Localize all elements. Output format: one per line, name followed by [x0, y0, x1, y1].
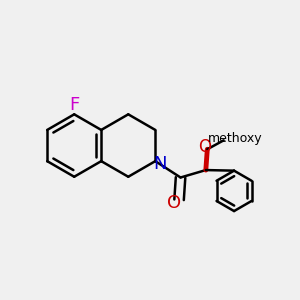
Text: N: N: [153, 155, 166, 173]
Text: methoxy: methoxy: [208, 132, 262, 146]
Text: O: O: [198, 138, 211, 156]
Text: O: O: [167, 194, 181, 212]
Text: F: F: [69, 96, 79, 114]
